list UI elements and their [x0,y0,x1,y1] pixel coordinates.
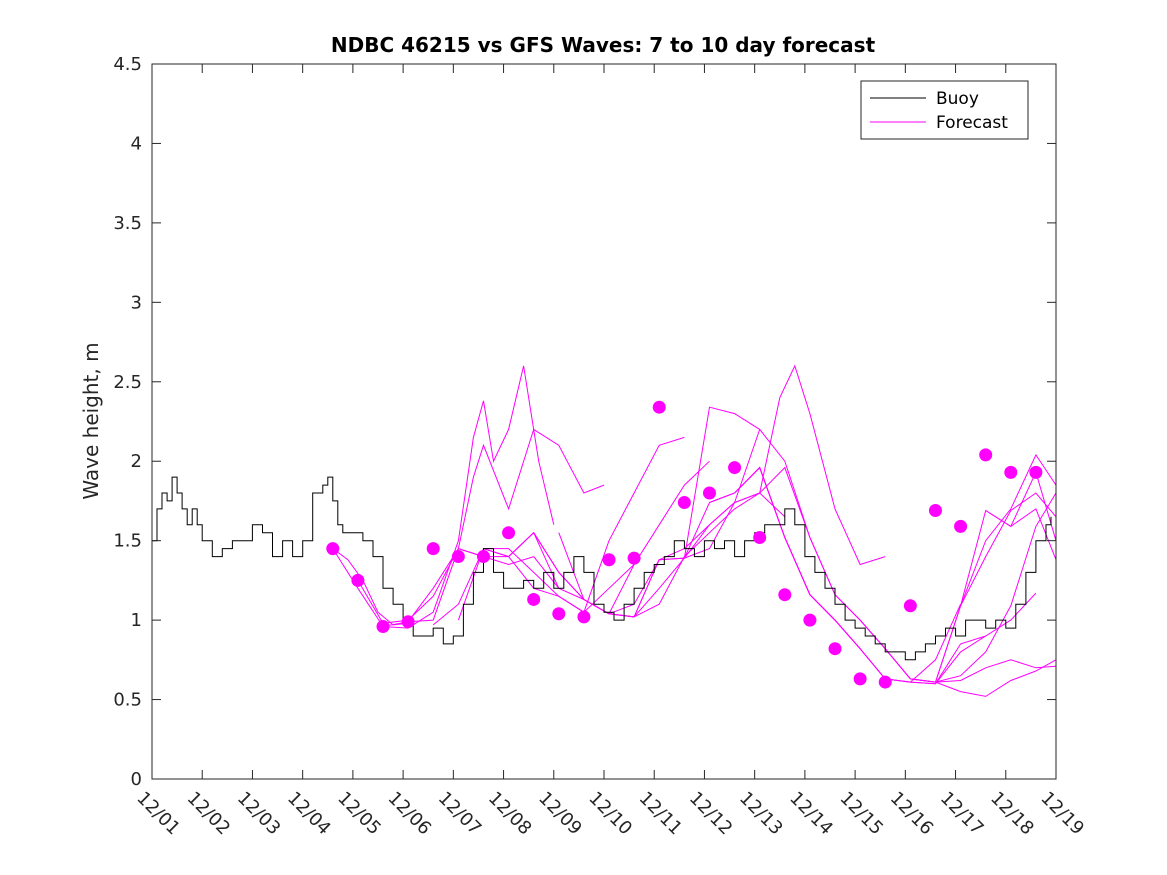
forecast-marker [954,519,968,533]
x-tick-label: 12/13 [735,788,787,840]
x-tick-label: 12/01 [132,788,184,840]
forecast-marker [853,672,867,686]
forecast-marker [702,486,716,500]
forecast-marker [728,461,742,475]
x-tick-label: 12/16 [886,788,938,840]
forecast-run-line [332,548,534,628]
y-tick-label: 2.5 [113,372,142,393]
buoy-line-group [152,476,1052,661]
forecast-marker [828,642,842,656]
y-axis-label: Wave height, m [79,342,103,499]
forecast-marker [401,615,415,629]
forecast-marker [376,619,390,633]
forecast-marker [803,613,817,627]
forecast-run-line [382,365,555,629]
x-tick-label: 12/11 [635,788,687,840]
x-tick-label: 12/15 [836,788,888,840]
forecast-run-line [533,492,786,618]
chart-title: NDBC 46215 vs GFS Waves: 7 to 10 day for… [331,33,876,57]
x-tick-label: 12/12 [685,788,737,840]
x-tick-label: 12/05 [333,788,385,840]
forecast-marker [426,542,440,556]
forecast-marker [677,496,691,510]
y-tick-label: 2 [131,451,142,472]
forecast-marker [476,550,490,564]
x-tick-label: 12/03 [233,788,285,840]
x-tick-label: 12/04 [283,788,335,840]
x-tick-label: 12/18 [986,788,1038,840]
forecast-markers [326,400,1043,689]
y-tick-label: 3 [131,292,142,313]
plot-area [151,63,1057,780]
x-tick-label: 12/09 [534,788,586,840]
y-tick-label: 4.5 [113,54,142,75]
forecast-marker [502,526,516,540]
forecast-marker [753,530,767,544]
x-tick-label: 12/17 [936,788,988,840]
forecast-run-line [884,648,1057,697]
forecast-marker [602,553,616,567]
forecast-run-line [408,428,605,623]
forecast-run-line [583,406,836,618]
forecast-marker [1029,465,1043,479]
y-tick-label: 0.5 [113,690,142,711]
y-axis: 0 0.5 1 1.5 2 2.5 3 3.5 4 4.5 [113,54,1056,790]
buoy-line [152,476,1052,661]
forecast-marker [351,573,365,587]
forecast-marker [577,610,591,624]
x-tick-label: 12/19 [1036,788,1088,840]
x-tick-label: 12/07 [434,788,486,840]
forecast-marker [928,503,942,517]
forecast-run-line [935,453,1057,683]
x-tick-label: 12/10 [584,788,636,840]
forecast-marker [778,588,792,602]
y-tick-label: 4 [131,133,142,154]
forecast-marker [326,542,340,556]
x-tick-label: 12/14 [785,788,837,840]
x-tick-label: 12/06 [384,788,436,840]
legend-box [860,80,1029,140]
forecast-lines [332,364,1057,697]
legend: Buoy Forecast [860,80,1029,140]
plot-background [152,64,1056,779]
y-tick-label: 3.5 [113,213,142,234]
forecast-marker [979,448,993,462]
forecast-run-line [759,467,1037,685]
y-tick-label: 0 [131,769,142,790]
forecast-marker [1004,465,1018,479]
forecast-run-line [684,364,886,566]
forecast-marker [451,550,465,564]
legend-buoy-label: Buoy [936,89,979,109]
forecast-marker [527,592,541,606]
y-tick-label: 1.5 [113,531,142,552]
forecast-run-line [432,548,635,626]
forecast-marker [903,599,917,613]
x-tick-label: 12/08 [484,788,536,840]
forecast-run-line [332,548,409,626]
y-tick-label: 1 [131,610,142,631]
forecast-marker [652,400,666,414]
forecast-marker [878,675,892,689]
forecast-marker [552,607,566,621]
forecast-marker [627,551,641,565]
legend-forecast-label: Forecast [936,113,1008,133]
x-tick-label: 12/02 [183,788,235,840]
